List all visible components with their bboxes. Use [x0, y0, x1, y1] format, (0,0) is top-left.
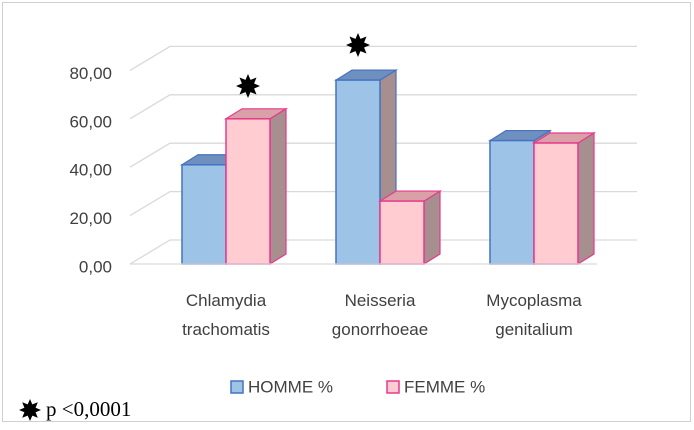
- y-tick-label: 0,00: [79, 257, 112, 276]
- grid-line: [129, 45, 637, 71]
- bar-front: [533, 142, 579, 265]
- bar: [531, 131, 597, 266]
- x-tick-label: Neisseria gonorrhoeae: [332, 291, 428, 339]
- bar-front: [181, 164, 227, 265]
- bar: [377, 189, 443, 266]
- bar-front: [225, 118, 271, 265]
- grid-line: [129, 94, 637, 120]
- bar-side: [577, 131, 595, 266]
- significance-star: [19, 399, 41, 421]
- grid-line: [129, 142, 637, 168]
- x-tick-label: Mycoplasma genitalium: [486, 291, 582, 339]
- legend-swatch: [230, 380, 244, 394]
- grid-line: [129, 239, 637, 265]
- y-tick-label: 60,00: [69, 112, 112, 131]
- annotation: p <0,0001: [46, 397, 131, 421]
- bar-side: [269, 107, 287, 266]
- grid-line: [129, 190, 637, 217]
- legend-swatch: [386, 380, 400, 394]
- legend-label: FEMME %: [404, 377, 485, 396]
- bar-front: [489, 139, 535, 265]
- significance-star: [236, 74, 260, 98]
- bar-front: [335, 79, 381, 265]
- y-tick-label: 20,00: [69, 209, 112, 228]
- x-tick-label: Chlamydia trachomatis: [182, 291, 270, 339]
- bar: [223, 107, 289, 266]
- y-tick-label: 40,00: [69, 161, 112, 180]
- legend-label: HOMME %: [248, 377, 333, 396]
- bar-front: [379, 200, 425, 265]
- significance-star: [346, 33, 370, 57]
- bar-side: [423, 189, 441, 266]
- y-tick-label: 80,00: [69, 64, 112, 83]
